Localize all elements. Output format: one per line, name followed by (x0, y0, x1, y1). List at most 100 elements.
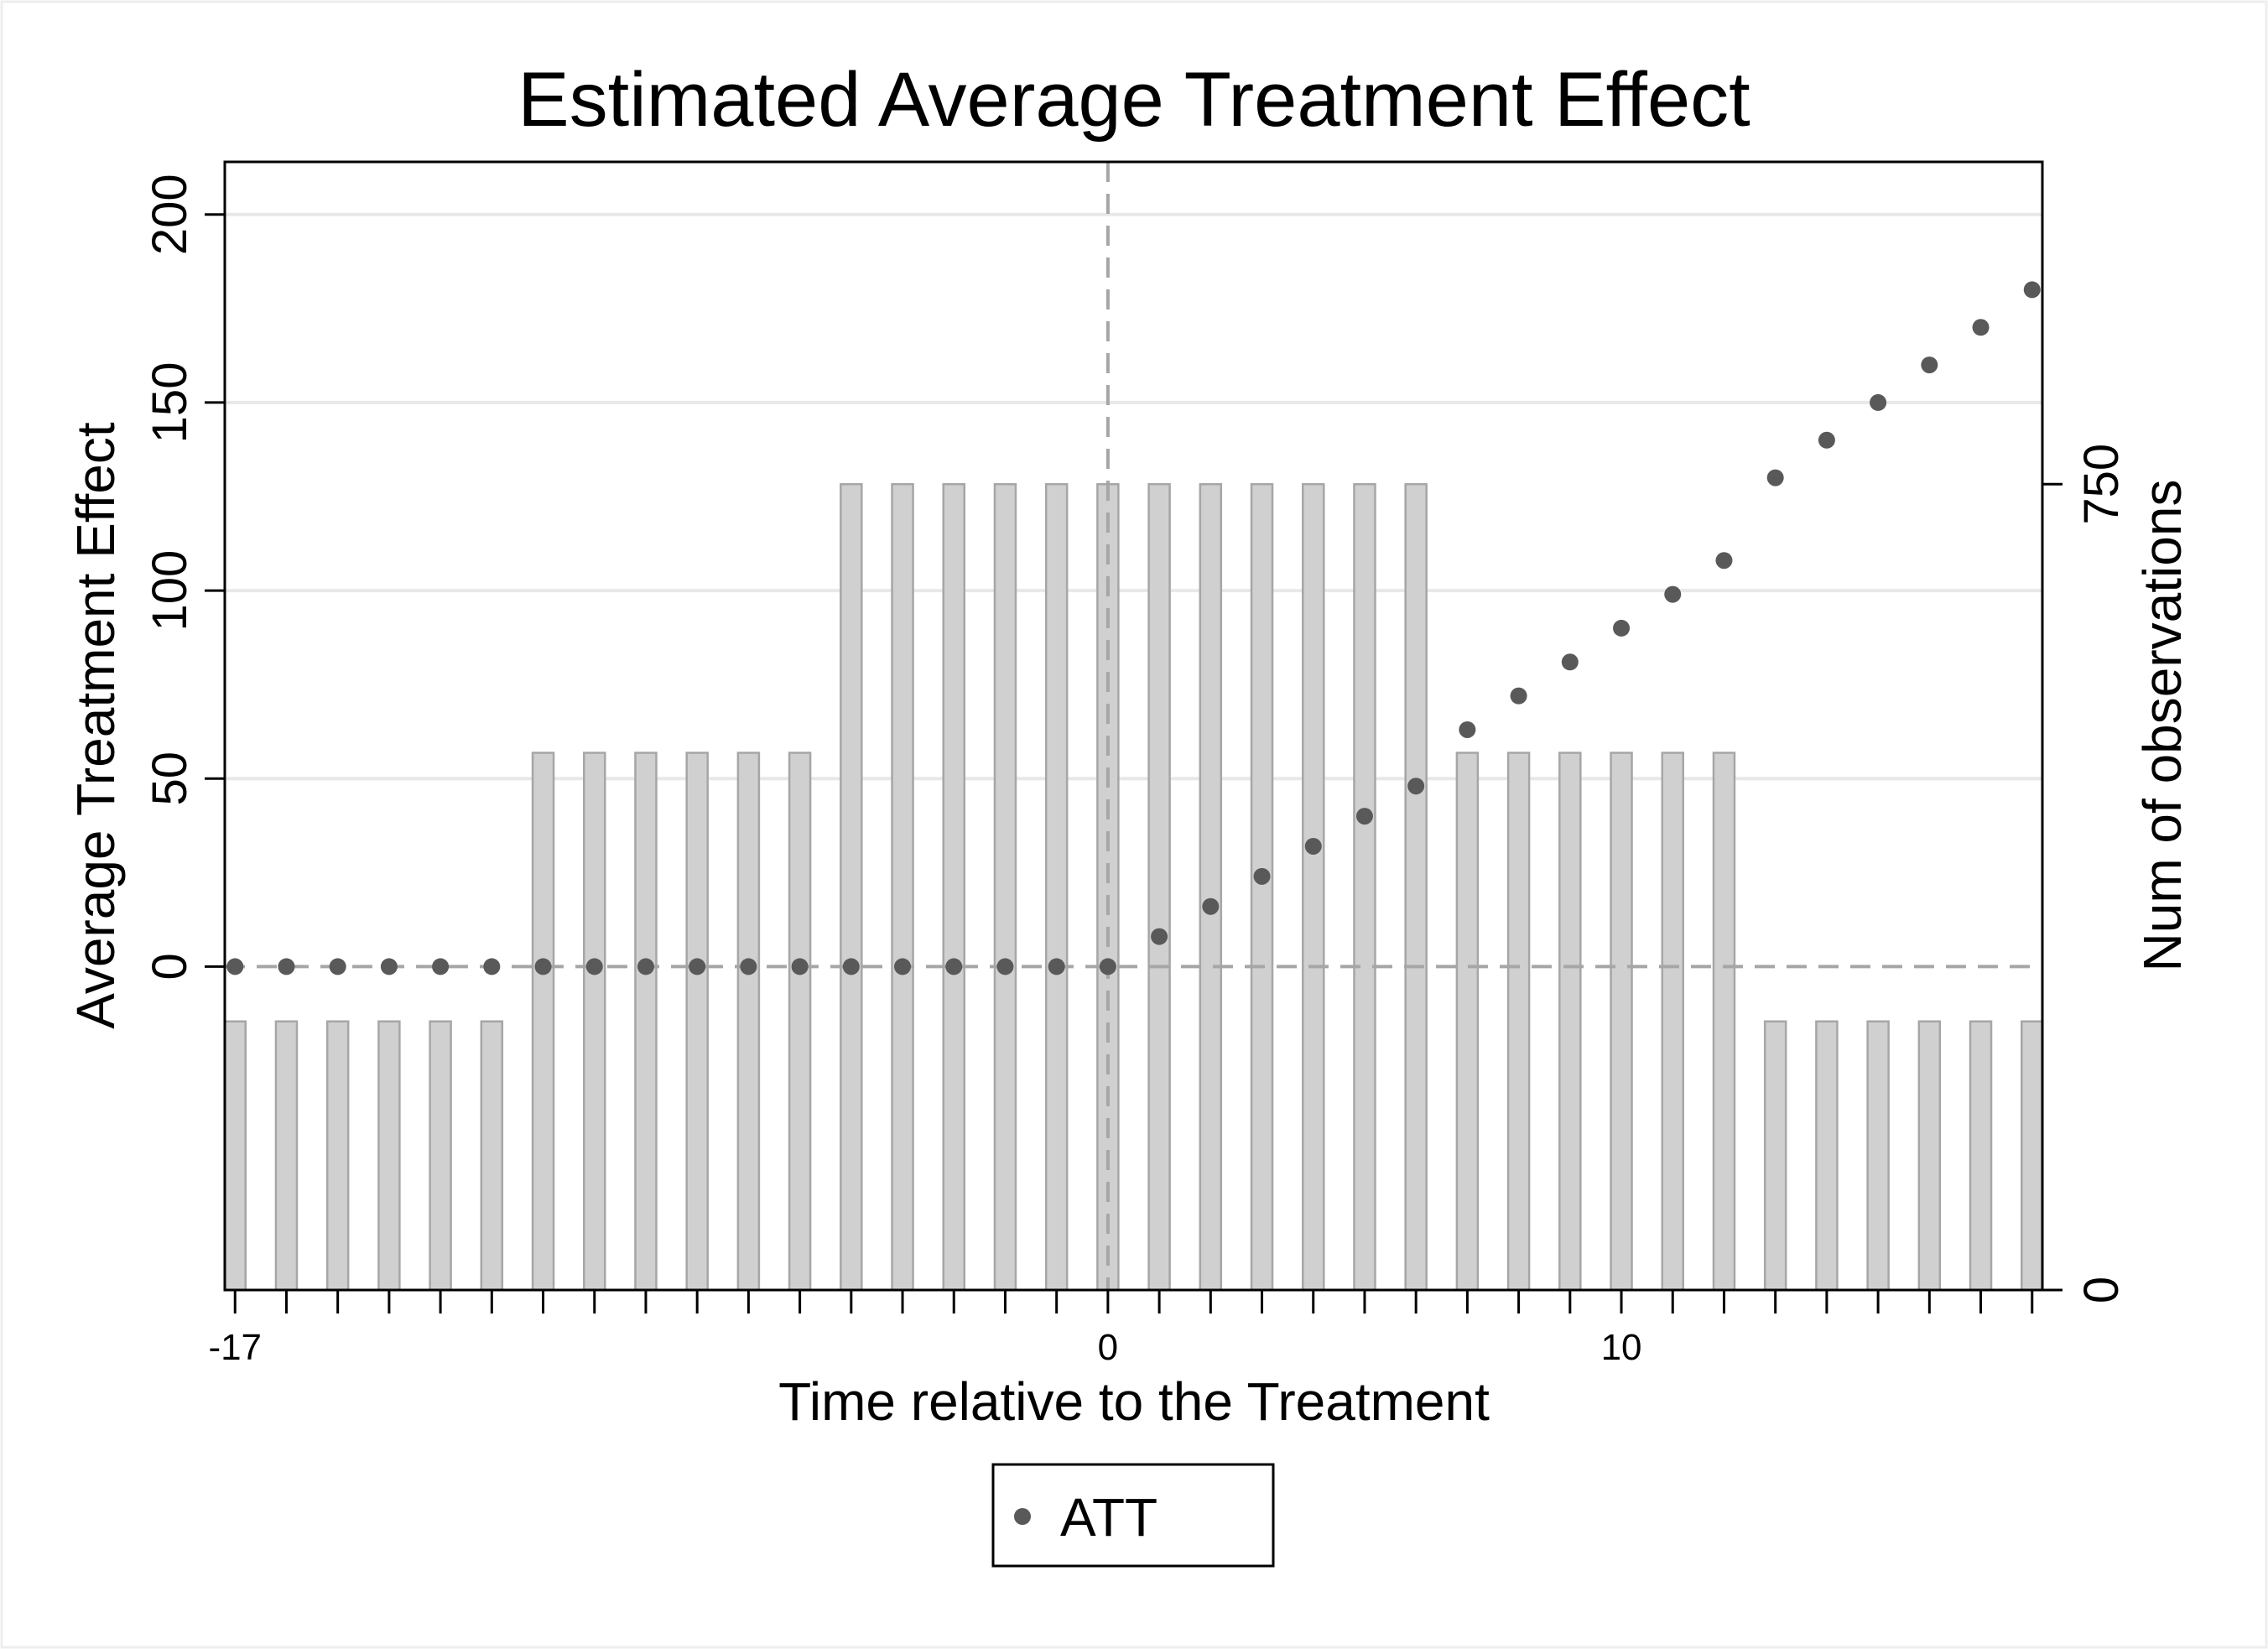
x-axis-title: Time relative to the Treatment (778, 1371, 1490, 1432)
y-tick-label: 100 (143, 550, 197, 632)
att-point (278, 958, 295, 975)
y2-tick-label: 0 (2074, 1277, 2129, 1303)
obs-bar (942, 483, 965, 1292)
att-point (1613, 619, 1631, 637)
y2-tick-label: 750 (2074, 444, 2129, 525)
att-point (1715, 552, 1733, 570)
obs-bar (223, 1020, 247, 1292)
obs-bar (1558, 752, 1582, 1292)
obs-bar (274, 1020, 299, 1292)
obs-bar (1763, 1020, 1787, 1292)
att-point (689, 958, 706, 975)
att-point (1202, 897, 1220, 915)
obs-bar (1250, 483, 1274, 1292)
obs-bar (1866, 1020, 1890, 1292)
att-point (1407, 778, 1425, 795)
obs-bar (1610, 752, 1633, 1292)
att-point (791, 958, 809, 975)
obs-bar (685, 752, 709, 1292)
obs-bar (325, 1020, 350, 1292)
att-point (329, 958, 346, 975)
legend-box (991, 1463, 1275, 1568)
x-tick-label: -17 (208, 1327, 262, 1368)
att-point (1664, 585, 1682, 603)
att-point (380, 958, 398, 975)
att-point (1048, 958, 1065, 975)
att-point (996, 958, 1014, 975)
reference-lines (225, 162, 2042, 1290)
obs-bar (1302, 483, 1325, 1292)
obs-bar (1353, 483, 1376, 1292)
legend: ATT (991, 1463, 1275, 1568)
grid-lines (225, 212, 2042, 781)
x-tick-label: 0 (1098, 1327, 1118, 1368)
obs-bar (1044, 483, 1069, 1292)
obs-bar (788, 752, 812, 1292)
att-point (1818, 431, 1835, 449)
y-axis-title: Average Treatment Effect (65, 422, 126, 1029)
obs-bars (223, 483, 2044, 1292)
y2-axis: 0 750 (2042, 444, 2129, 1303)
att-point (842, 958, 860, 975)
obs-bar (1917, 1020, 1942, 1292)
att-point (1459, 720, 1476, 738)
att-point (1766, 469, 1784, 486)
y-tick-label: 50 (143, 752, 197, 806)
att-point (637, 958, 654, 975)
att-point (894, 958, 912, 975)
obs-bar (377, 1020, 401, 1292)
obs-bar (480, 1020, 504, 1292)
obs-bar (1815, 1020, 1839, 1292)
obs-bar (1969, 1020, 1993, 1292)
att-point (1151, 928, 1168, 945)
att-point (1355, 808, 1373, 825)
att-point (1304, 837, 1322, 855)
att-point (1972, 319, 1990, 336)
att-point (945, 958, 963, 975)
y-tick-label: 200 (143, 174, 197, 255)
obs-bar (1455, 752, 1480, 1292)
obs-bar (891, 483, 914, 1292)
legend-att-marker (1014, 1508, 1031, 1525)
obs-bar (840, 483, 863, 1292)
att-point (1921, 356, 1938, 374)
y-tick-label: 0 (143, 953, 197, 980)
obs-bar (1712, 752, 1736, 1292)
obs-bar (2021, 1020, 2044, 1292)
att-point (585, 958, 603, 975)
x-axis: -17 0 10 (208, 1290, 2034, 1368)
obs-bar (634, 752, 658, 1292)
att-point (432, 958, 450, 975)
att-point (1253, 867, 1271, 885)
obs-bar (1506, 752, 1531, 1292)
obs-bar (582, 752, 606, 1292)
chart-title: Estimated Average Treatment Effect (518, 57, 1750, 143)
obs-bar (736, 752, 761, 1292)
att-point (483, 958, 501, 975)
y-axis: 0 50 100 150 200 (143, 174, 225, 981)
att-point (1561, 653, 1579, 671)
obs-bar (531, 752, 555, 1292)
att-point (1870, 393, 1887, 411)
obs-bar (1147, 483, 1171, 1292)
obs-bar (993, 483, 1017, 1292)
obs-bar (1199, 483, 1223, 1292)
att-points (226, 281, 2041, 975)
obs-bar (1404, 483, 1428, 1292)
legend-att-label: ATT (1060, 1487, 1157, 1548)
y2-axis-title: Num of observations (2132, 480, 2193, 972)
x-tick-label: 10 (1601, 1327, 1642, 1368)
att-point (1099, 958, 1116, 975)
plot-frame (223, 160, 2044, 1292)
y-tick-label: 150 (143, 362, 197, 444)
obs-bar (429, 1020, 452, 1292)
att-point (1510, 687, 1527, 705)
att-point (226, 958, 244, 975)
obs-bar (1661, 752, 1685, 1292)
att-point (2023, 281, 2041, 299)
att-point (534, 958, 552, 975)
att-point (740, 958, 757, 975)
